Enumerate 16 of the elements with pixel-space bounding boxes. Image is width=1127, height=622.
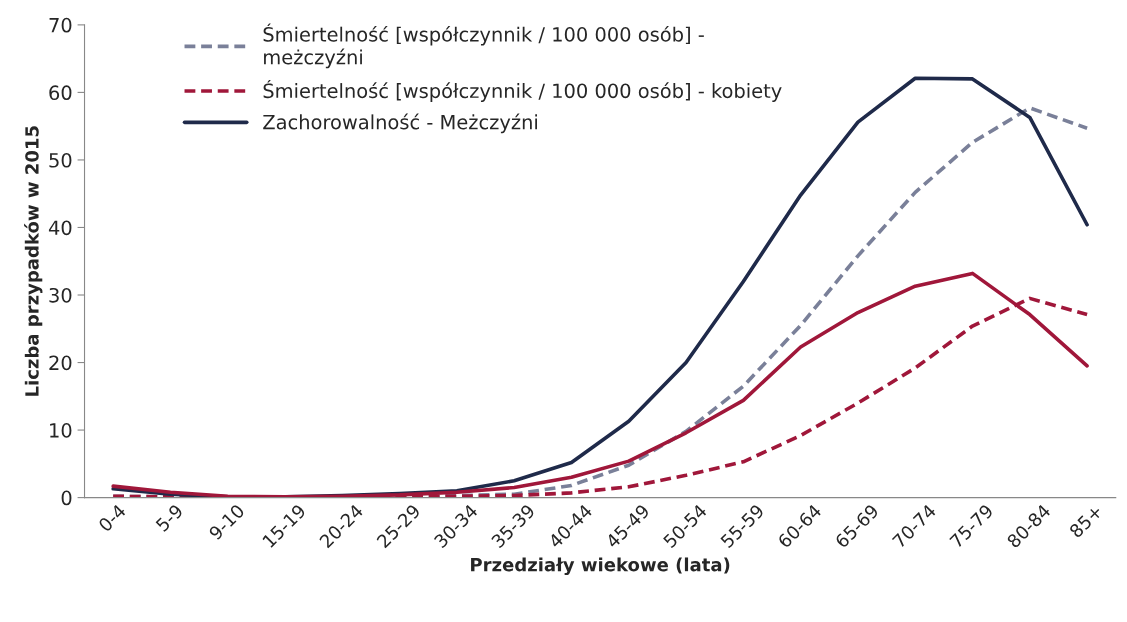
y-tick-label: 60 <box>49 85 72 101</box>
y-tick-label: 70 <box>49 17 72 33</box>
y-tick-label: 0 <box>61 490 72 506</box>
x-tick-label: 85+ <box>1068 504 1103 539</box>
legend-label: Śmiertelność [współczynnik / 100 000 osób] - meżczyźni <box>263 23 704 69</box>
y-tick-label: 20 <box>49 355 72 371</box>
y-tick-label: 30 <box>49 287 72 303</box>
x-tick-label: 5-9 <box>155 503 184 533</box>
y-tick-label: 40 <box>48 220 72 236</box>
x-tick-label: 0-4 <box>97 503 127 533</box>
y-tick-label: 50 <box>49 152 72 168</box>
x-axis-title: Przedziały wiekowe (lata) <box>471 557 730 576</box>
y-axis-title: Liczba przypadków w 2015 <box>24 126 43 396</box>
legend-label: Zachorowalność - Meżczyźni <box>263 113 537 134</box>
legend-label: Śmiertelność [współczynnik / 100 000 osób] - kobiety <box>263 79 782 102</box>
y-tick-label: 10 <box>50 423 72 438</box>
